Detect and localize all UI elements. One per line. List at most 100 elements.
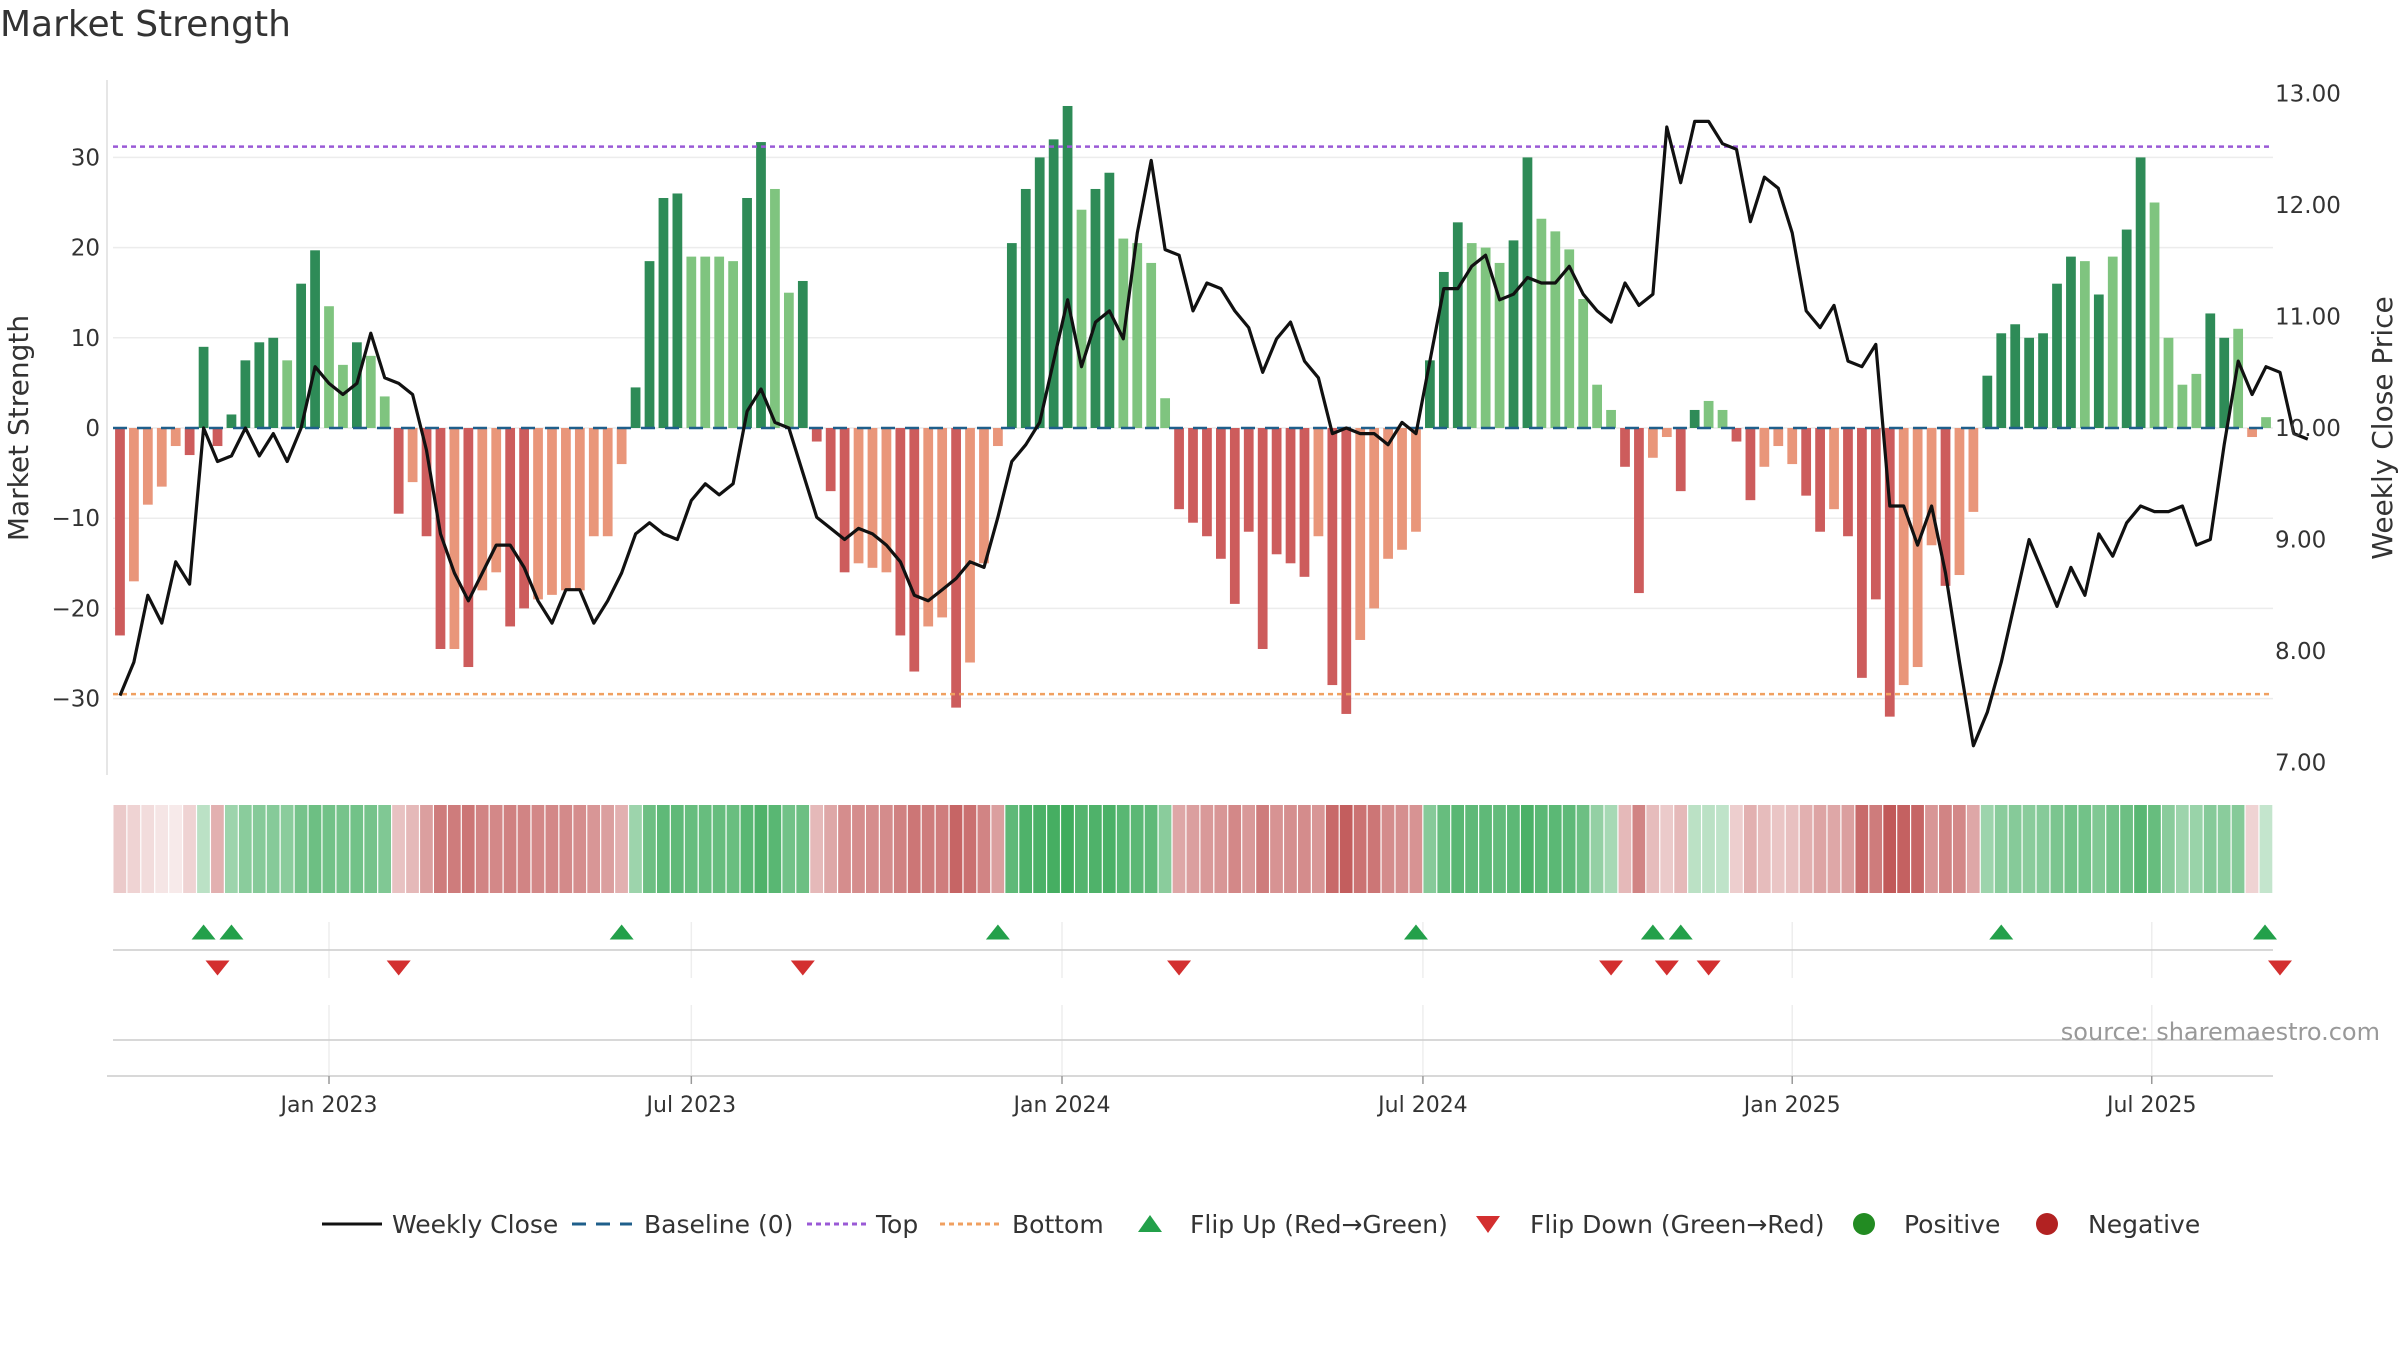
strength-bar (198, 346, 209, 428)
strip-cell (2078, 805, 2092, 893)
strength-bar (1606, 409, 1616, 428)
strength-bar (965, 428, 975, 663)
strength-bar (407, 428, 418, 483)
strip-cell (1702, 805, 1715, 893)
strip-cell (824, 805, 837, 893)
y2-tick-label: 9.00 (2275, 528, 2326, 554)
strength-bar (1425, 360, 1435, 428)
strip-cell (2050, 805, 2064, 893)
weekly-close-line-group (118, 119, 2309, 748)
strip-cell (1771, 805, 1785, 893)
strength-bar (2066, 256, 2076, 428)
strip-cell (1911, 805, 1924, 893)
strip-cell (1618, 805, 1632, 893)
strength-bar (379, 396, 390, 428)
flip-down-marker (386, 960, 411, 976)
strip-cell (726, 805, 740, 893)
strength-bar (1411, 428, 1421, 532)
strength-bar (1578, 299, 1589, 428)
strength-bar (1104, 172, 1115, 428)
strength-bar (156, 428, 167, 487)
strength-bar (2010, 324, 2021, 428)
strip-cell (155, 805, 169, 893)
strip-cell (712, 805, 726, 893)
strip-cell (629, 805, 642, 893)
strip-cell (977, 805, 991, 893)
strength-bar (115, 428, 125, 636)
strip-cell (1088, 805, 1102, 893)
strength-bar (463, 428, 474, 668)
strip-cell (670, 805, 684, 893)
strip-cell (238, 805, 252, 893)
strip-cell (1298, 805, 1311, 893)
reference-lines (113, 145, 2273, 696)
strength-bar (1592, 384, 1603, 428)
flip-up-marker (219, 924, 244, 940)
strip-cell (2203, 805, 2217, 893)
strength-bar (477, 428, 488, 591)
strip-cell (1952, 805, 1966, 893)
strength-bar (853, 428, 864, 564)
strip-cell (1855, 805, 1869, 893)
strength-bar (1926, 428, 1937, 546)
strength-bar (574, 428, 585, 591)
strip-cell (294, 805, 308, 893)
strength-bar (602, 428, 613, 537)
strength-bar (2093, 294, 2104, 428)
strength-bar (1243, 428, 1254, 532)
strip-cell (169, 805, 182, 893)
strength-bar (839, 428, 850, 573)
strength-bar (505, 428, 516, 627)
y2-tick-label: 13.00 (2275, 82, 2341, 108)
strength-bar (254, 342, 265, 428)
strength-bar (449, 428, 460, 649)
strip-cell (1562, 805, 1576, 893)
y2-tick-label: 7.00 (2275, 751, 2326, 777)
strip-cell (782, 805, 796, 893)
strength-bar (1522, 157, 1533, 428)
strength-bar (1257, 428, 1268, 649)
weekly-close-line (118, 119, 2309, 748)
strength-bar (1759, 428, 1770, 467)
legend-label: Baseline (0) (644, 1210, 793, 1239)
strength-bar (1647, 428, 1658, 458)
strip-cell (1061, 805, 1074, 893)
strength-bar (1313, 428, 1324, 537)
strength-bar (1438, 271, 1449, 428)
strength-bar (2107, 256, 2118, 428)
strength-bar (714, 256, 725, 428)
strip-cell (2036, 805, 2050, 893)
strip-cell (1897, 805, 1910, 893)
flip-down-marker (205, 960, 230, 976)
strength-bar (1773, 428, 1784, 447)
x-tick-label: Jul 2023 (645, 1093, 737, 1118)
strip-cell (308, 805, 322, 893)
strip-cell (2231, 805, 2245, 893)
strip-cell (587, 805, 601, 893)
y-tick-label: 0 (85, 416, 100, 442)
strip-cell (907, 805, 921, 893)
strength-bar (2149, 202, 2160, 428)
strip-cell (266, 805, 280, 893)
strength-bar (1870, 428, 1881, 600)
strength-bar (951, 428, 961, 708)
strength-bar (1160, 398, 1171, 428)
axes: 30 20 10 0 −10 −20 −30 13.00 12.00 11.00 10.00 9.00… (2, 82, 2399, 1119)
strength-bar (1215, 428, 1226, 559)
strength-bar (616, 428, 627, 465)
strength-bar (2163, 337, 2174, 428)
strip-cell (1674, 805, 1688, 893)
strip-cell (392, 805, 405, 893)
strength-bar (742, 197, 752, 428)
strength-bar (1787, 428, 1798, 465)
strip-cell (1548, 805, 1562, 893)
strength-bar (184, 428, 195, 456)
strip-cell (1158, 805, 1172, 893)
strip-cell (810, 805, 824, 893)
legend-label: Positive (1904, 1210, 2000, 1239)
strength-bar (1020, 188, 1031, 428)
strength-bar (588, 428, 599, 537)
strip-cell (1743, 805, 1757, 893)
strength-bar (1174, 428, 1184, 510)
legend-dot-icon (2036, 1213, 2058, 1235)
